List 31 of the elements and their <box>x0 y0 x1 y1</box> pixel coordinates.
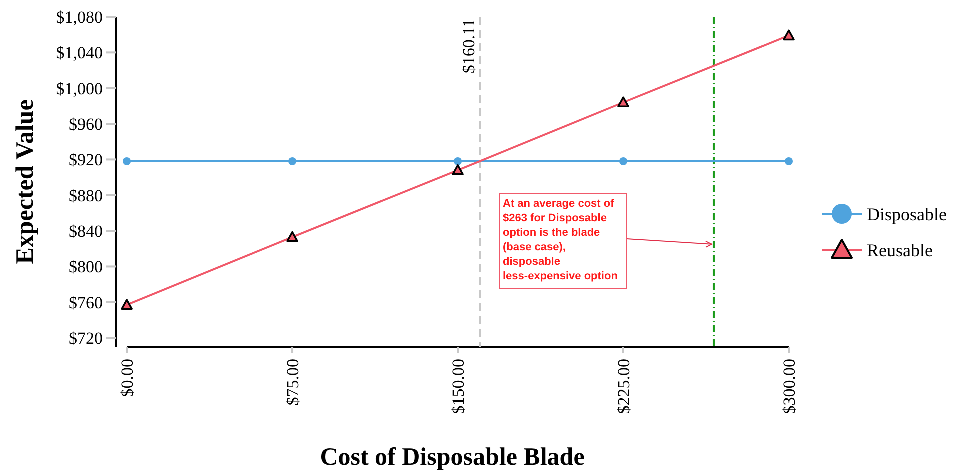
point <box>121 299 133 310</box>
annotation: At an average cost of $263 for Disposable option is the blade (base case), disposable less-expensive option <box>503 198 618 282</box>
x-tick-label: $150.00 <box>448 359 468 414</box>
point <box>452 164 464 176</box>
y-tick-label: $960 <box>69 114 103 134</box>
y-tick-label: $1,040 <box>56 44 103 63</box>
y-axis-title: Expected Value <box>12 100 39 264</box>
y-tick-label: $1,000 <box>56 79 103 98</box>
x-axis-title: Cost of Disposable Blade <box>320 444 585 470</box>
y-tick-label: $760 <box>69 293 103 312</box>
point <box>620 157 628 166</box>
y-tick-label: $920 <box>69 150 103 170</box>
x-tick-label: $75.00 <box>283 359 302 406</box>
point <box>783 30 795 41</box>
y-tick-label: $1,080 <box>56 8 103 27</box>
point <box>785 157 793 166</box>
point <box>123 157 132 166</box>
point <box>286 231 298 242</box>
ref-line-label: $160.11 <box>459 19 478 74</box>
x-tick-label: $300.00 <box>780 359 799 414</box>
x-tick-label: $0.00 <box>118 359 137 398</box>
point <box>454 157 462 166</box>
point <box>618 96 630 108</box>
y-tick-label: $880 <box>69 186 103 206</box>
legend-label: Reusable <box>867 240 933 260</box>
y-tick-label: $800 <box>69 258 103 277</box>
legend-label: Disposable <box>867 204 947 224</box>
point <box>288 157 297 166</box>
y-tick-label: $840 <box>69 222 103 242</box>
x-tick-label: $225.00 <box>614 359 634 414</box>
y-tick-label: $720 <box>69 329 103 348</box>
